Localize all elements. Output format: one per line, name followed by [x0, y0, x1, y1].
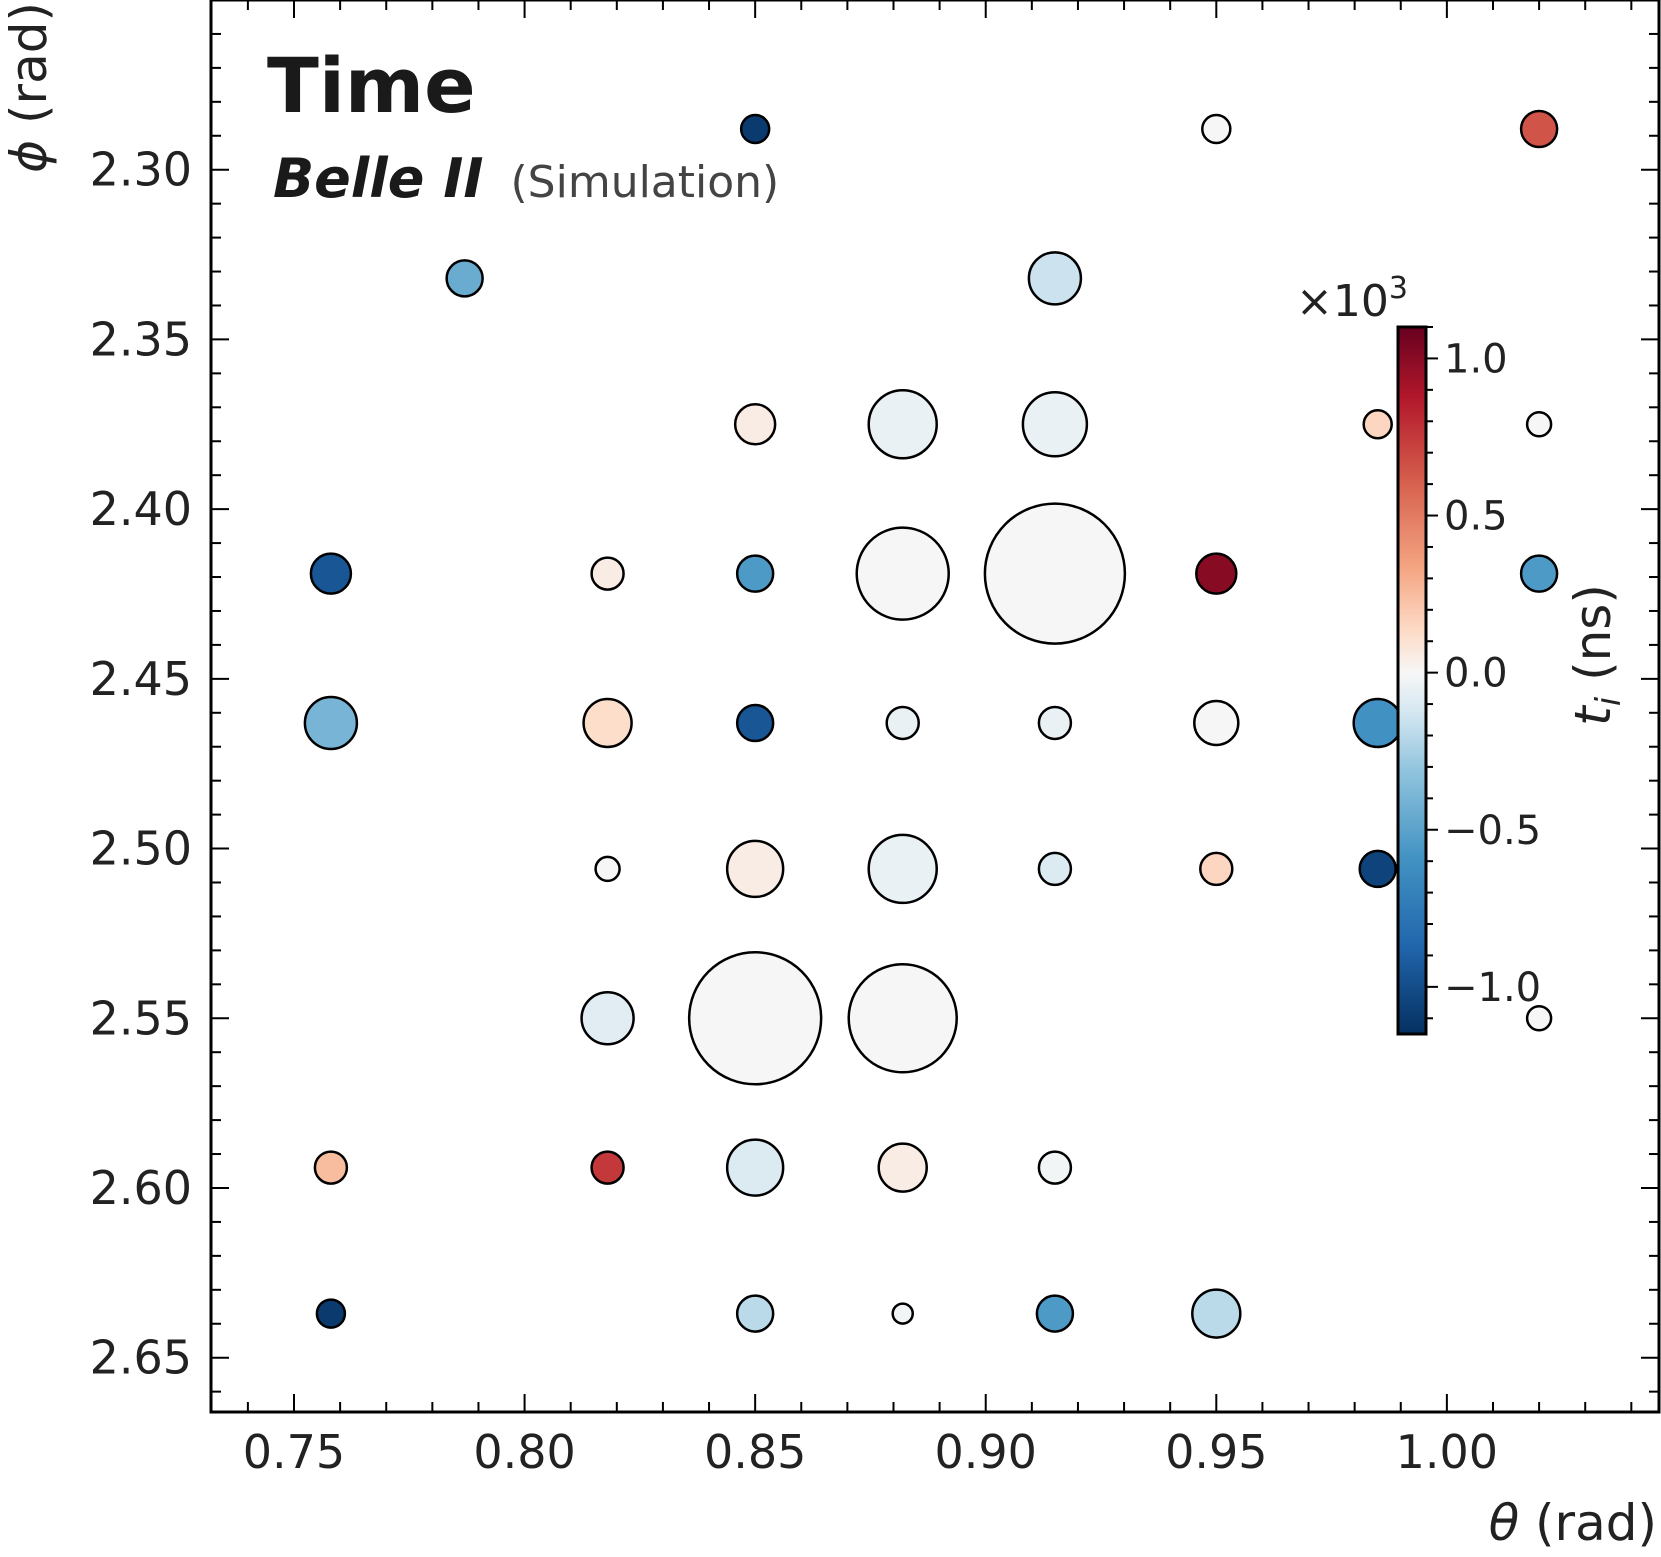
data-point: [315, 1298, 347, 1329]
simulation-status: (Simulation): [511, 157, 780, 208]
colorbar-gradient: [1396, 325, 1428, 1036]
data-point: [590, 556, 625, 591]
y-tick-label: 2.30: [90, 143, 192, 197]
colorbar-tick-label: −0.5: [1444, 808, 1541, 854]
data-point: [309, 552, 353, 595]
y-tick-label: 2.35: [90, 312, 192, 366]
colorbar-ticks: 1.0 0.5 0.0 −0.5 −1.0: [1426, 326, 1541, 1020]
colorbar-tick-label: 0.5: [1444, 494, 1508, 540]
data-point: [445, 259, 484, 298]
x-tick-label: 0.85: [704, 1425, 806, 1479]
colorbar-multiplier: ×103: [1296, 271, 1408, 327]
colorbar-multiplier-base: ×10: [1296, 276, 1389, 327]
data-point: [735, 703, 775, 743]
data-point: [1519, 109, 1559, 149]
data-point: [687, 951, 823, 1086]
data-point: [877, 1142, 928, 1193]
colorbar-tick-label: 0.0: [1444, 651, 1508, 697]
data-point: [733, 403, 777, 446]
y-tick-label: 2.55: [90, 991, 192, 1045]
colorbar-label-sub: i: [1589, 696, 1629, 706]
y-tick-label: 2.60: [90, 1161, 192, 1215]
data-point: [1035, 1294, 1075, 1333]
data-point: [725, 839, 785, 899]
data-point: [1195, 552, 1238, 595]
colorbar-multiplier-exp: 3: [1389, 271, 1408, 306]
colorbar-tick-label: 1.0: [1444, 336, 1508, 382]
x-tick-label: 0.90: [935, 1425, 1037, 1479]
colorbar-label: ti (ns): [1564, 584, 1629, 726]
data-point: [1037, 705, 1073, 741]
data-point: [855, 526, 950, 621]
data-point: [1037, 1150, 1073, 1185]
x-tick-label: 0.75: [243, 1425, 345, 1479]
y-axis-unit: (rad): [0, 2, 58, 140]
data-point: [867, 833, 938, 905]
data-point: [885, 705, 920, 741]
x-tick-labels: 0.75 0.80 0.85 0.90 0.95 1.00: [243, 1425, 1498, 1479]
axis-ticks: [211, 0, 1659, 1412]
colorbar-tick-label: −1.0: [1444, 965, 1541, 1011]
x-axis-label: θ (rad): [1489, 1494, 1657, 1552]
colorbar-label-unit: (ns): [1564, 584, 1622, 697]
data-point: [1358, 849, 1397, 889]
data-point: [1525, 1005, 1553, 1032]
data-point: [313, 1150, 349, 1185]
experiment-label: Belle II (Simulation): [273, 147, 779, 210]
chart-title: Time: [267, 41, 476, 130]
data-point: [1199, 851, 1234, 887]
experiment-name: Belle II: [273, 147, 483, 210]
x-tick-label: 0.80: [473, 1425, 575, 1479]
y-tick-label: 2.50: [90, 822, 192, 876]
data-point: [1362, 409, 1393, 440]
x-axis-unit: (rad): [1519, 1494, 1657, 1552]
data-point: [1201, 113, 1232, 145]
data-point: [590, 1150, 625, 1185]
data-point: [1519, 554, 1559, 593]
data-point: [303, 695, 359, 751]
y-axis-label: ϕ (rad): [0, 2, 58, 173]
title-block: Time Belle II (Simulation): [267, 41, 779, 210]
data-point: [735, 554, 775, 593]
data-point: [580, 991, 635, 1046]
data-point: [1193, 699, 1240, 747]
y-axis-symbol: ϕ: [0, 140, 58, 173]
data-point: [1352, 697, 1403, 749]
data-point: [1027, 251, 1083, 306]
data-point: [1525, 411, 1553, 438]
y-tick-labels: 2.30 2.35 2.40 2.45 2.50 2.55 2.60 2.65: [90, 143, 192, 1385]
data-point: [594, 855, 621, 883]
y-tick-label: 2.40: [90, 482, 192, 536]
y-tick-label: 2.65: [90, 1331, 192, 1385]
data-point: [1037, 851, 1073, 887]
data-point: [891, 1302, 914, 1325]
data-point: [983, 502, 1127, 645]
y-tick-label: 2.45: [90, 652, 192, 706]
x-tick-label: 0.95: [1165, 1425, 1267, 1479]
data-point: [1021, 391, 1089, 458]
scatter-points: [303, 109, 1559, 1339]
colorbar-label-symbol: t: [1564, 704, 1622, 726]
data-point: [847, 963, 958, 1074]
data-point: [725, 1138, 785, 1197]
x-axis-symbol: θ: [1489, 1494, 1520, 1552]
x-tick-label: 1.00: [1396, 1425, 1498, 1479]
plot-area: [209, 0, 1661, 1414]
data-point: [739, 113, 771, 145]
data-point: [582, 697, 633, 749]
data-point: [867, 389, 938, 460]
data-point: [1191, 1288, 1242, 1339]
axes-frame: [209, 0, 1661, 1414]
data-point: [735, 1294, 775, 1333]
colorbar: 1.0 0.5 0.0 −0.5 −1.0 ×103 ti (ns): [1296, 271, 1629, 1036]
